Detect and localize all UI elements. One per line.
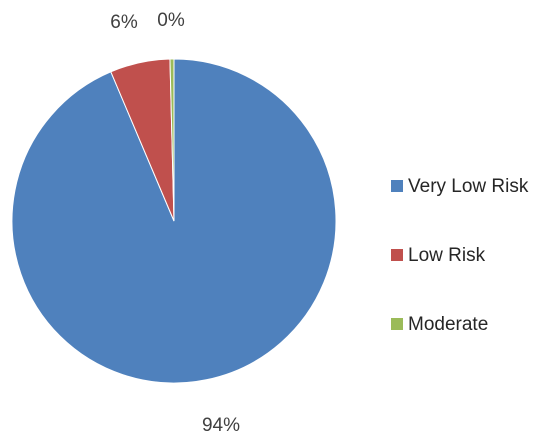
data-label-moderate: 0% (157, 10, 185, 31)
data-labels: 94% 6% 0% (110, 10, 240, 436)
legend-label-low-risk: Low Risk (408, 245, 486, 266)
legend-swatch-moderate (391, 318, 403, 330)
pie-slice-moderate (169, 58, 175, 222)
legend-swatch-low-risk (391, 249, 403, 261)
pie-slices (11, 58, 337, 384)
data-label-low-risk: 6% (110, 12, 138, 33)
legend-item-very-low-risk: Very Low Risk (391, 176, 529, 197)
legend-item-moderate: Moderate (391, 314, 488, 335)
legend-label-moderate: Moderate (408, 314, 488, 335)
data-label-very-low-risk: 94% (202, 415, 240, 436)
legend: Very Low Risk Low Risk Moderate (391, 176, 529, 335)
legend-item-low-risk: Low Risk (391, 245, 486, 266)
legend-label-very-low-risk: Very Low Risk (408, 176, 529, 197)
legend-swatch-very-low-risk (391, 180, 403, 192)
